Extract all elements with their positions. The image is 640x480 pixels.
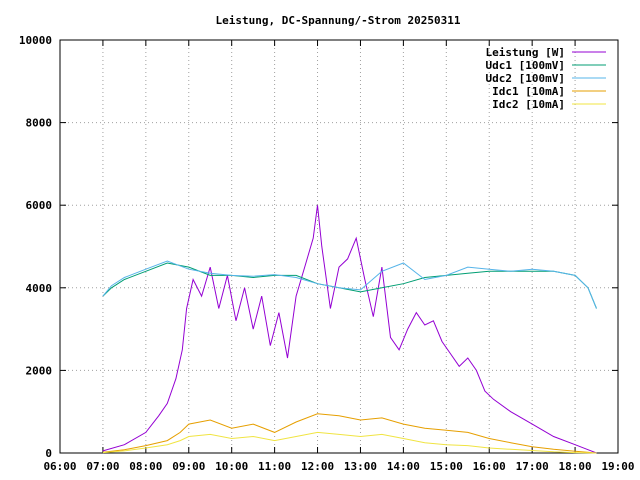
legend-label: Idc2 [10mA]	[492, 98, 565, 111]
y-tick-label: 10000	[19, 34, 52, 47]
y-tick-label: 8000	[26, 117, 53, 130]
x-tick-label: 07:00	[86, 460, 119, 473]
plot-border	[59, 39, 619, 454]
legend: Leistung [W]Udc1 [100mV]Udc2 [100mV]Idc1…	[486, 46, 606, 111]
grid	[60, 40, 618, 453]
x-tick-label: 18:00	[559, 460, 592, 473]
x-tick-label: 06:00	[43, 460, 76, 473]
series-line-0	[102, 205, 597, 454]
legend-label: Leistung [W]	[486, 46, 565, 59]
x-tick-label: 15:00	[430, 460, 463, 473]
x-axis: 06:00 07:00 08:00 09:00 10:00 11:00 12:00 13:00…	[43, 40, 635, 473]
chart-title: Leistung, DC-Spannung/-Strom 20250311	[215, 14, 460, 27]
x-tick-label: 08:00	[129, 460, 162, 473]
series-line-2	[102, 260, 597, 309]
x-tick-label: 09:00	[172, 460, 205, 473]
series-line-3	[102, 413, 597, 454]
y-tick-label: 4000	[26, 282, 53, 295]
legend-label: Udc1 [100mV]	[486, 59, 565, 72]
x-tick-label: 10:00	[215, 460, 248, 473]
x-tick-label: 12:00	[301, 460, 334, 473]
x-tick-label: 17:00	[516, 460, 549, 473]
y-axis: 0 2000 4000 6000 8000 10000	[19, 34, 618, 460]
x-tick-label: 16:00	[473, 460, 506, 473]
series-group	[102, 205, 597, 454]
series-line-1	[102, 262, 597, 309]
x-tick-label: 13:00	[344, 460, 377, 473]
x-tick-label: 19:00	[601, 460, 634, 473]
y-tick-label: 6000	[26, 199, 53, 212]
series-line-4	[102, 431, 597, 454]
legend-label: Udc2 [100mV]	[486, 72, 565, 85]
x-tick-label: 11:00	[258, 460, 291, 473]
y-tick-label: 0	[45, 447, 52, 460]
x-tick-label: 14:00	[387, 460, 420, 473]
y-tick-label: 2000	[26, 364, 53, 377]
legend-label: Idc1 [10mA]	[492, 85, 565, 98]
